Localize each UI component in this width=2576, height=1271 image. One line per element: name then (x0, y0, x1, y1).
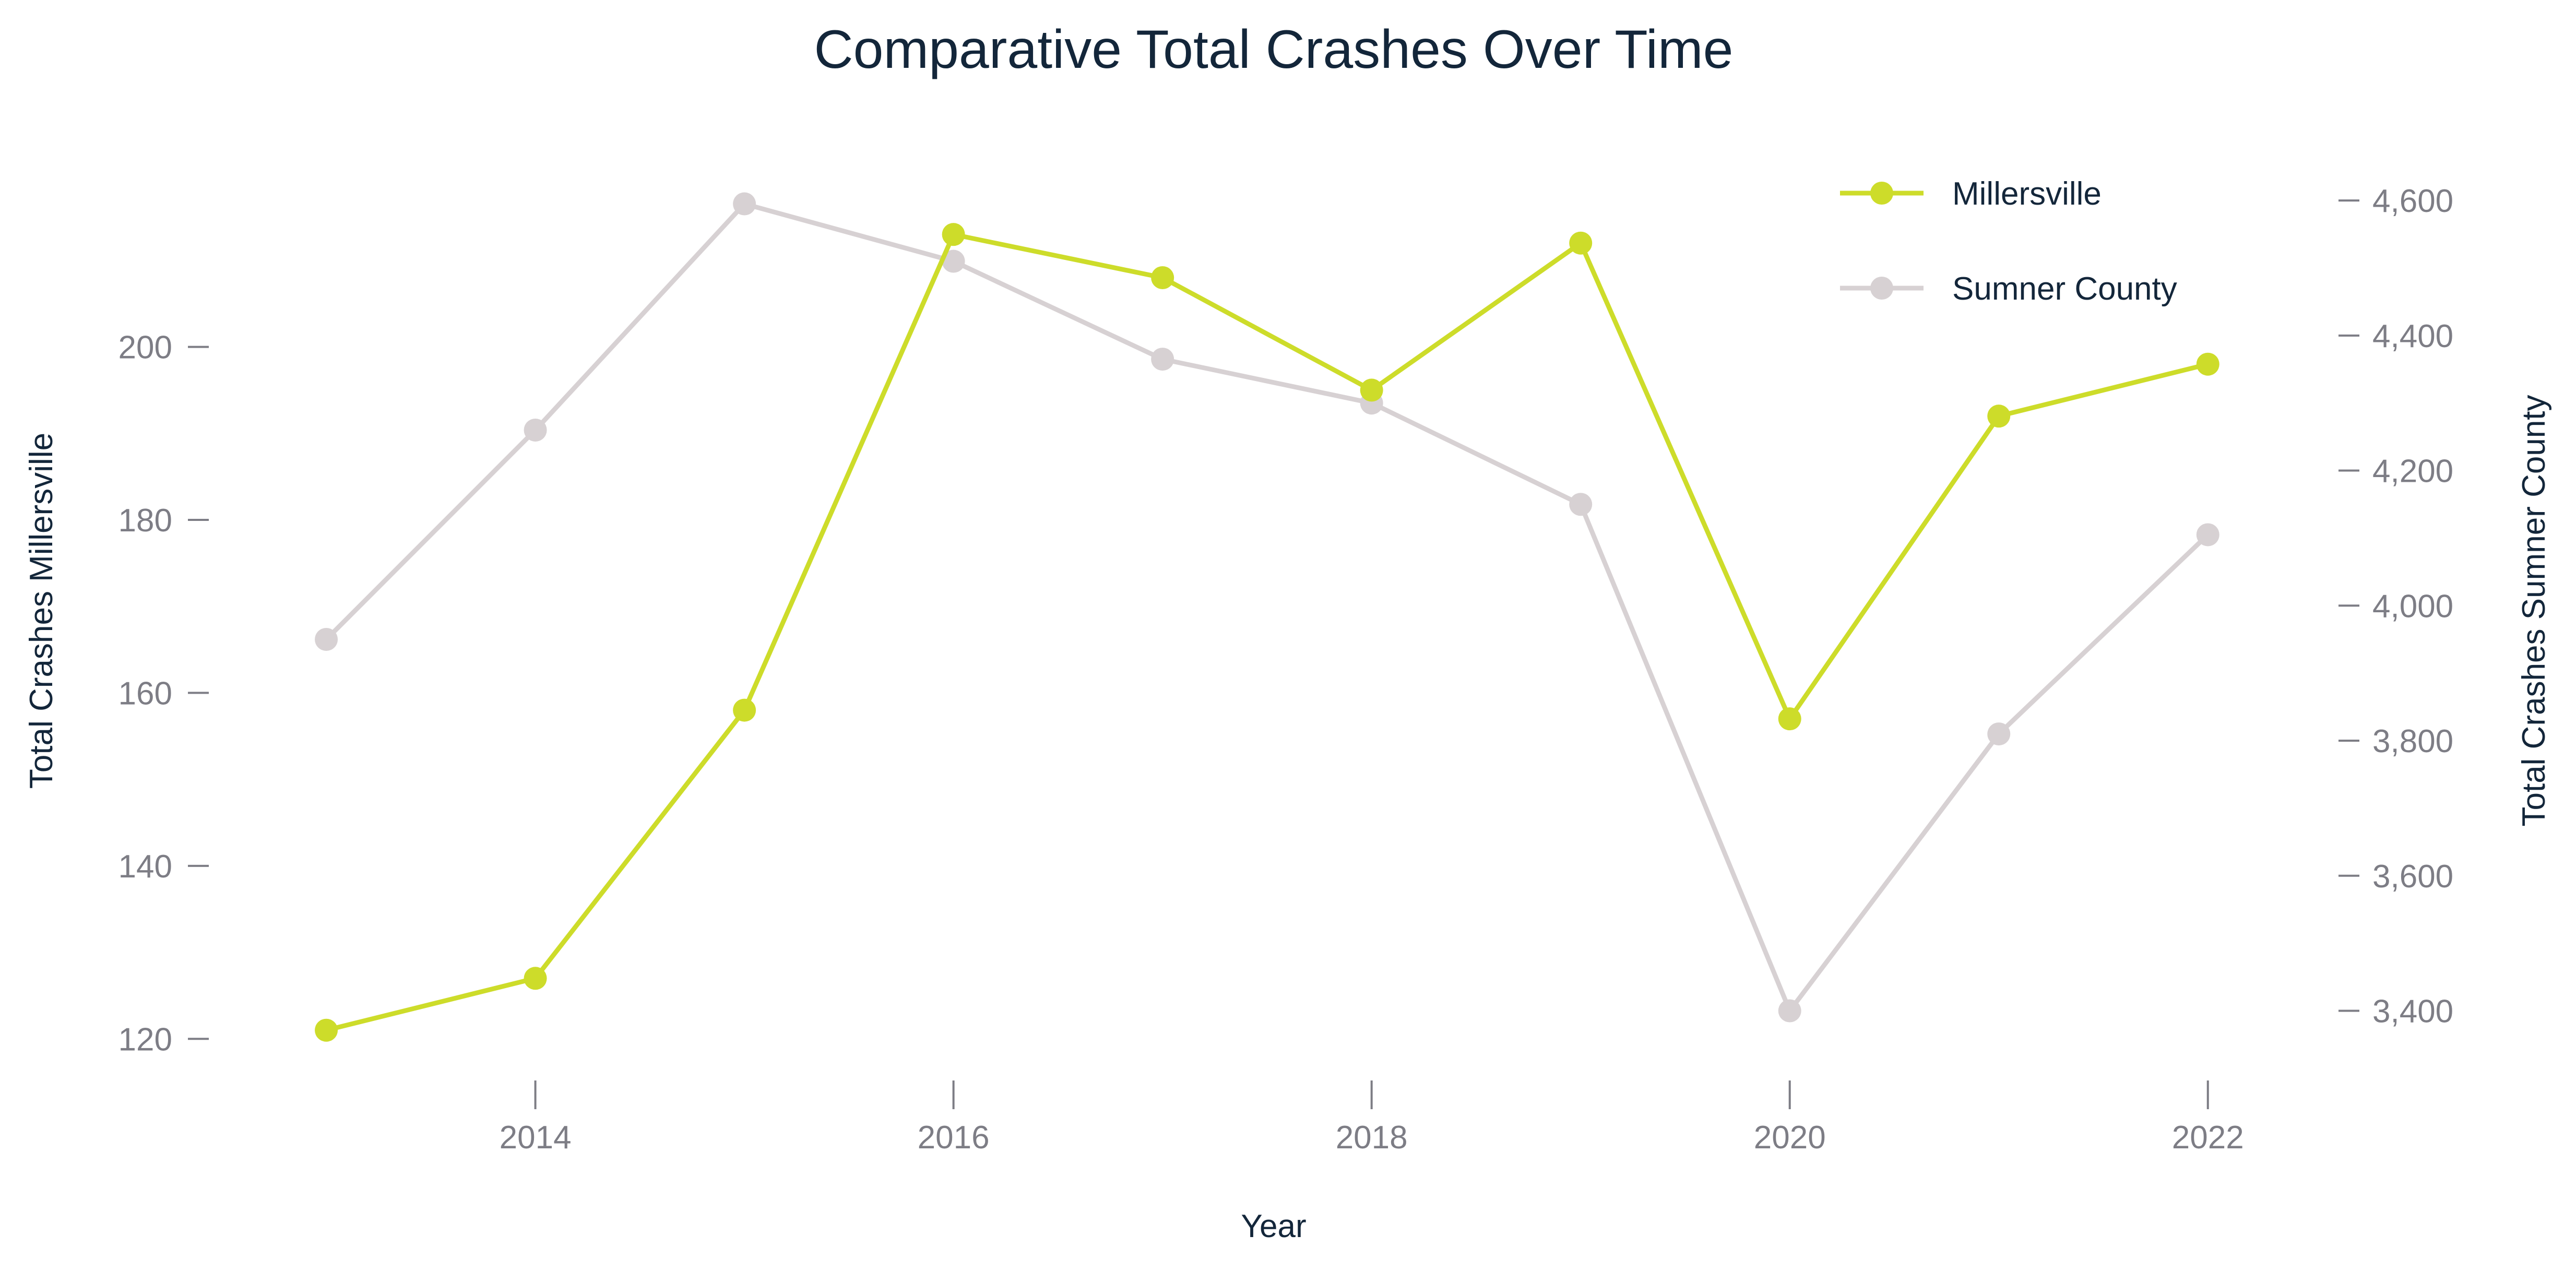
x-tick-label: 2022 (2172, 1120, 2244, 1156)
x-tick-label: 2020 (1754, 1120, 1826, 1156)
series-millersville (315, 223, 2219, 1042)
right-y-axis: 3,400 3,600 3,800 4,000 4,200 4,400 4,600 (2338, 183, 2453, 1030)
left-y-tick-label: 200 (118, 330, 172, 366)
right-y-tick-label: 3,400 (2372, 994, 2453, 1030)
right-y-axis-label: Total Crashes Sumner County (2516, 395, 2552, 826)
x-tick-label: 2014 (500, 1120, 572, 1156)
data-point (1778, 707, 1801, 731)
series-sumner-county (315, 192, 2219, 1023)
data-point (524, 967, 547, 990)
data-point (733, 698, 756, 722)
data-point (2196, 523, 2219, 547)
data-point (315, 627, 338, 651)
left-y-axis: 120 140 160 180 200 (118, 330, 209, 1058)
data-point (1987, 405, 2011, 428)
right-y-tick-label: 4,400 (2372, 318, 2453, 354)
data-point (1151, 348, 1174, 371)
data-point (1151, 266, 1174, 289)
legend-marker (1870, 182, 1893, 205)
data-point (1569, 231, 1593, 255)
data-point (733, 192, 756, 216)
x-tick-label: 2016 (918, 1120, 990, 1156)
data-point (1569, 493, 1593, 516)
data-point (2196, 352, 2219, 376)
chart-title: Comparative Total Crashes Over Time (814, 19, 1734, 80)
series-layer (315, 192, 2219, 1042)
legend: Millersville Sumner County (1840, 176, 2177, 307)
right-y-tick-label: 3,600 (2372, 859, 2453, 895)
x-axis-label: Year (1241, 1208, 1306, 1244)
data-point (315, 1018, 338, 1042)
x-axis: 2014 2016 2018 2020 2022 (500, 1080, 2244, 1156)
left-y-tick-label: 140 (118, 849, 172, 885)
right-y-tick-label: 3,800 (2372, 723, 2453, 759)
legend-label: Sumner County (1952, 271, 2177, 307)
left-y-tick-label: 160 (118, 675, 172, 711)
left-y-tick-label: 120 (118, 1021, 172, 1058)
legend-marker (1870, 277, 1893, 300)
data-point (942, 250, 965, 273)
left-y-axis-label: Total Crashes Millersville (23, 433, 60, 789)
data-point (1778, 999, 1801, 1023)
right-y-tick-label: 4,000 (2372, 588, 2453, 624)
series-line (325, 232, 2209, 1033)
legend-label: Millersville (1952, 176, 2102, 212)
x-tick-label: 2018 (1336, 1120, 1408, 1156)
right-y-tick-label: 4,200 (2372, 454, 2453, 490)
data-point (524, 418, 547, 442)
data-point (1987, 722, 2011, 746)
right-y-tick-label: 4,600 (2372, 183, 2453, 219)
left-y-tick-label: 180 (118, 503, 172, 539)
data-point (1360, 378, 1383, 402)
series-line (324, 201, 2210, 1014)
data-point (942, 223, 965, 246)
